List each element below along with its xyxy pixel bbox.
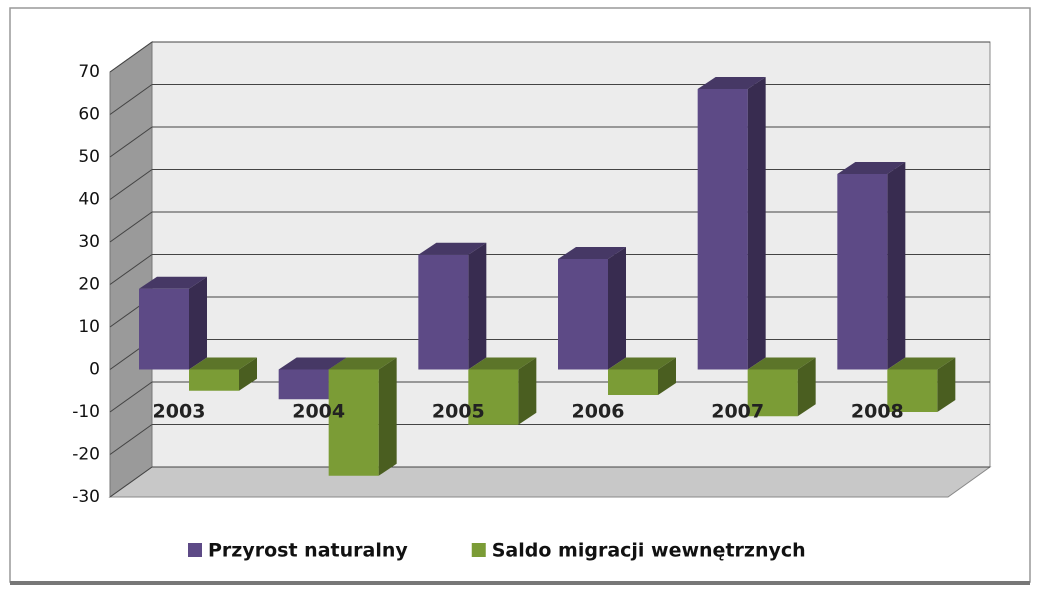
bar (558, 247, 626, 370)
x-tick-label: 2003 (153, 401, 206, 423)
y-tick-label: 30 (78, 232, 100, 252)
grid-line (109, 84, 153, 115)
y-tick-label: 40 (78, 190, 100, 210)
grid-line (109, 169, 153, 200)
legend-label: Przyrost naturalny (208, 540, 408, 562)
grid-line (109, 424, 153, 455)
floor (108, 466, 992, 498)
bar (418, 242, 487, 370)
y-tick-label: 50 (78, 147, 100, 167)
x-tick-label: 2004 (292, 401, 345, 423)
bar (697, 77, 766, 370)
grid-line (109, 466, 153, 498)
bar (747, 357, 816, 417)
y-tick-label: -20 (72, 445, 100, 465)
grid-line (109, 381, 153, 413)
bar (189, 357, 257, 391)
y-tick-label: -30 (72, 487, 100, 507)
legend-swatch (188, 543, 202, 557)
x-tick-label: 2006 (572, 401, 625, 423)
grid-line (109, 254, 153, 285)
bar (887, 357, 956, 412)
y-tick-label: 20 (78, 275, 100, 295)
grid-line (109, 126, 153, 158)
x-tick-label: 2007 (711, 401, 764, 423)
legend-swatch (471, 543, 486, 557)
bar (608, 357, 676, 395)
y-tick-label: 0 (89, 360, 100, 380)
y-tick-label: 60 (78, 105, 100, 125)
bar (837, 162, 906, 370)
x-tick-label: 2005 (432, 401, 485, 423)
y-tick-label: -10 (72, 402, 100, 422)
bar (328, 357, 397, 476)
grid-line (109, 41, 153, 73)
grid-line (109, 211, 153, 243)
bar (139, 276, 207, 370)
legend-label: Saldo migracji wewnętrznych (492, 540, 806, 562)
y-tick-label: 70 (78, 62, 100, 82)
bar (468, 357, 537, 425)
y-tick-label: 10 (78, 317, 100, 337)
x-tick-label: 2008 (851, 401, 904, 423)
